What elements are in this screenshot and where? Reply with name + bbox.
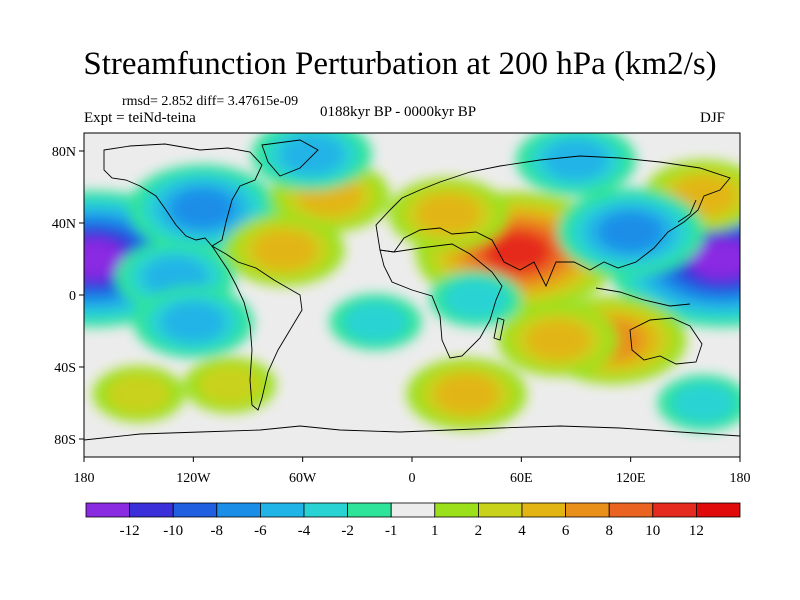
colorbar-label: 10: [645, 523, 660, 539]
colorbar-segment: [477, 502, 523, 518]
colorbar-segment: [303, 502, 348, 518]
colorbar-segment: [172, 502, 218, 518]
x-tick-label: 120E: [616, 471, 646, 486]
contour-blob: [252, 230, 317, 270]
colorbar-segment: [652, 502, 697, 518]
contour-blob: [161, 302, 226, 342]
colorbar-label: 4: [518, 523, 526, 539]
contour-blob: [485, 231, 550, 272]
colorbar-label: -10: [163, 523, 183, 539]
contour-field: [84, 133, 740, 431]
x-tick-label: 180: [74, 471, 95, 486]
contour-blob: [443, 278, 508, 319]
x-tick-label: 60E: [510, 471, 533, 486]
contour-blob: [343, 302, 408, 342]
colorbar-segment: [434, 502, 479, 518]
coastlines: [84, 139, 740, 441]
contour-blob: [197, 365, 262, 405]
x-tick-label: 60W: [289, 471, 317, 486]
colorbar-segment: [390, 502, 436, 518]
colorbar-label: 8: [605, 523, 613, 539]
contour-blob: [525, 320, 590, 360]
colorbar-segment: [565, 502, 610, 518]
colorbar-segment: [347, 502, 392, 518]
x-tick-label: 120W: [176, 471, 211, 486]
contour-blob: [106, 374, 171, 414]
contour-blob: [84, 239, 126, 279]
colorbar-label: -1: [385, 523, 398, 539]
contour-blob: [434, 374, 499, 414]
colorbar: -12 -10 -8 -6 -4 -2 -1 1 2 4 6 8 10 12: [85, 502, 741, 539]
x-tick-label: 180: [730, 471, 751, 486]
colorbar-label: 2: [475, 523, 483, 539]
stats-text: rmsd= 2.852 diff= 3.47615e-09: [122, 94, 299, 109]
period-label: 0188kyr BP - 0000kyr BP: [320, 104, 477, 120]
chart-title: Streamfunction Perturbation at 200 hPa (…: [83, 46, 717, 82]
colorbar-label: -2: [341, 523, 354, 539]
colorbar-segment: [85, 502, 130, 518]
colorbar-segment: [696, 502, 741, 518]
contour-blob: [416, 194, 481, 234]
colorbar-label: 1: [431, 523, 439, 539]
colorbar-label: -4: [298, 523, 311, 539]
colorbar-label: -12: [120, 523, 140, 539]
contour-blob: [598, 212, 663, 252]
colorbar-segment: [259, 502, 305, 518]
y-tick-label: 40S: [54, 361, 76, 376]
colorbar-segment: [129, 502, 174, 518]
season-label: DJF: [700, 110, 726, 126]
contour-blob: [689, 239, 740, 279]
y-tick-label: 80S: [54, 433, 76, 448]
colorbar-label: -8: [211, 523, 224, 539]
x-tick-label: 0: [409, 471, 416, 486]
colorbar-segment: [521, 502, 566, 518]
y-tick-label: 40N: [52, 217, 76, 232]
colorbar-label: 6: [562, 523, 570, 539]
y-tick-label: 0: [69, 289, 76, 304]
contour-blob: [671, 383, 736, 423]
colorbar-label: 12: [689, 523, 704, 539]
contour-blob: [544, 140, 608, 180]
contour-blob: [279, 134, 344, 175]
axis-ticks: 180 120W 60W 0 60E 120E 180 80N 40N 0 40S 80S: [52, 145, 751, 486]
colorbar-label: -6: [254, 523, 267, 539]
colorbar-segment: [216, 502, 261, 518]
contour-blob: [170, 188, 235, 229]
experiment-label: Expt = teiNd-teina: [84, 110, 196, 126]
y-tick-label: 80N: [52, 145, 76, 160]
colorbar-segment: [608, 502, 654, 518]
